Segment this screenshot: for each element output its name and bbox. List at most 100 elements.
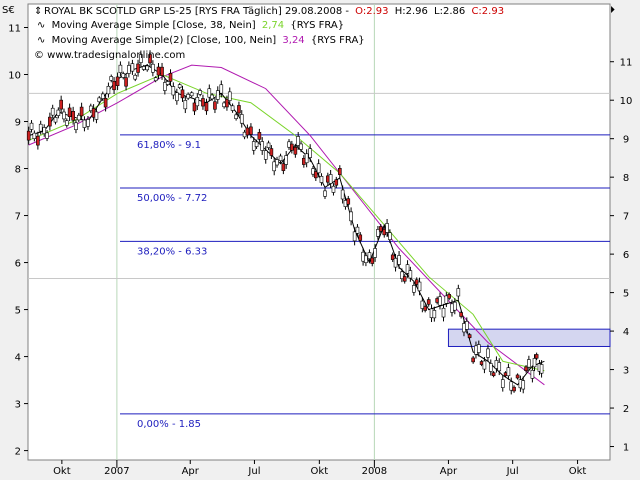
candle-body (378, 226, 383, 232)
candle-body (527, 359, 531, 368)
candle-body (79, 106, 84, 117)
fib-level-label: 50,00% - 7.72 (137, 193, 207, 204)
candle-body (86, 119, 90, 127)
legend-ma38: ∿ Moving Average Simple [Close, 38, Nein… (37, 20, 344, 31)
right-tick-label: 6 (623, 250, 629, 261)
chart-legend: ⇕ ROYAL BK SCOTLD GRP LS-25 [RYS FRA Täg… (34, 6, 504, 61)
candle-body (316, 163, 321, 174)
candle-body (420, 300, 425, 309)
candle-body (319, 176, 324, 183)
candle-body (467, 334, 472, 338)
ma100-label: Moving Average Simple(2) [Close, 100, Ne… (52, 35, 277, 46)
candle-body (314, 171, 318, 179)
candle-body (195, 97, 200, 107)
candle-body (486, 348, 490, 358)
right-tick-label: 2 (623, 404, 629, 415)
candle-body (207, 88, 212, 98)
candle-body (260, 141, 265, 151)
fib-level-label: 61,80% - 9.1 (137, 140, 201, 151)
ohlc-low: L:2.86 (434, 6, 465, 17)
legend-ma100: ∿ Moving Average Simple(2) [Close, 100, … (37, 35, 365, 46)
candle-body (156, 66, 161, 76)
candle-body (118, 64, 123, 73)
candle-body (180, 89, 185, 99)
candle-body (67, 107, 72, 118)
candle-body (145, 65, 150, 71)
candle-body (272, 161, 277, 172)
candle-body (100, 93, 105, 99)
candle-body (82, 119, 87, 128)
candle-body (139, 54, 143, 63)
candle-body (328, 174, 333, 184)
candle-body (36, 135, 40, 146)
candle-body (275, 159, 279, 166)
candle-body (308, 148, 312, 158)
candle-body (32, 132, 37, 139)
candle-body (227, 91, 232, 101)
candle-body (42, 127, 47, 134)
candle-body (254, 141, 259, 147)
candle-body (539, 364, 544, 374)
candle-body (278, 155, 283, 161)
right-tick-label: 11 (620, 58, 633, 69)
candle-body (299, 143, 303, 150)
x-tick-label: Jul (506, 466, 519, 477)
candle-body (48, 116, 52, 127)
candle-body (393, 258, 398, 268)
candle-body (26, 130, 31, 141)
candle-body (171, 86, 176, 96)
candle-body (71, 111, 75, 121)
candle-body (491, 372, 496, 377)
ma100-suffix: {RYS FRA} (311, 35, 365, 46)
left-tick-label: 10 (8, 71, 21, 82)
candle-body (476, 344, 481, 353)
candle-body (94, 111, 99, 120)
candle-body (512, 386, 516, 392)
candle-body (115, 76, 120, 86)
candle-body (219, 84, 224, 94)
candle-body (56, 109, 61, 116)
candle-body (153, 77, 158, 82)
legend-title: ROYAL BK SCOTLD GRP LS-25 [RYS FRA Tägli… (44, 6, 504, 17)
candle-body (103, 98, 108, 108)
ohlc-close: C:2.93 (471, 6, 504, 17)
right-axis-scroll-icon[interactable]: ⏵ (610, 5, 615, 16)
candle-body (334, 179, 339, 186)
candle-body (189, 92, 194, 97)
ma38-icon: ∿ (37, 20, 45, 31)
candle-body (304, 153, 309, 164)
x-tick-label: Okt (311, 466, 329, 477)
candle-body (500, 379, 505, 388)
right-axis: 1 2 3 4 5 6 7 8 9 10 11 (610, 58, 632, 454)
candle-body (151, 63, 155, 73)
candle-body (471, 357, 475, 363)
x-tick-label: Okt (53, 466, 71, 477)
plot-area (27, 3, 611, 461)
candle-body (509, 381, 514, 391)
candle-body (534, 354, 539, 359)
candle-body (464, 321, 469, 330)
candle-body (497, 362, 502, 372)
candle-body (160, 66, 164, 76)
right-tick-label: 4 (623, 327, 629, 338)
x-tick-label: Okt (569, 466, 587, 477)
left-tick-label: 3 (15, 400, 21, 411)
candle-body (417, 281, 422, 292)
candle-body (198, 90, 202, 95)
resistance-zone (447, 328, 611, 347)
candle-body (245, 127, 250, 136)
candle-body (376, 229, 380, 237)
x-tick-label: Jul (247, 466, 260, 477)
candle-body (385, 223, 389, 233)
candle-body (76, 114, 81, 121)
candle-body (340, 189, 345, 200)
left-tick-label: 8 (15, 165, 21, 176)
right-tick-label: 8 (623, 173, 629, 184)
candle-body (234, 114, 238, 119)
candle-body (388, 232, 392, 240)
candle-body (367, 252, 372, 260)
right-tick-label: 10 (620, 96, 633, 107)
candle-body (45, 132, 49, 139)
candle-body (192, 102, 197, 112)
